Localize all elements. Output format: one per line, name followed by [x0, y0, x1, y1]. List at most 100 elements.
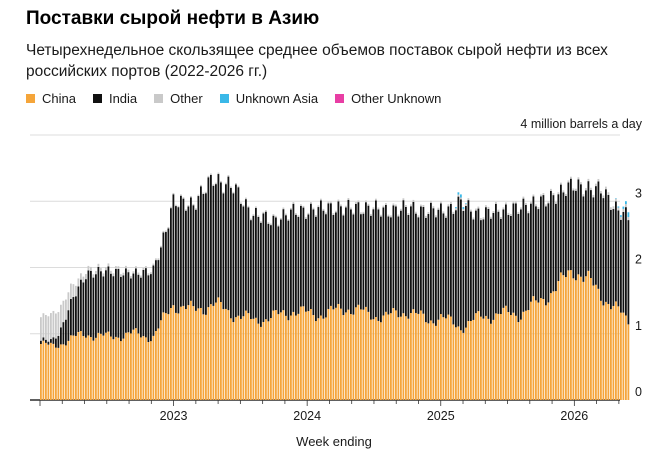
bar-segment-india	[127, 272, 130, 333]
bar-segment-other	[130, 276, 132, 279]
bar-segment-china	[157, 328, 160, 400]
bar-segment-china	[405, 316, 407, 400]
bar-segment-china	[450, 316, 452, 400]
bar-segment-other	[52, 310, 55, 338]
bar-segment-china	[262, 321, 265, 400]
bar-segment-china	[145, 337, 147, 400]
bar-segment-other	[570, 176, 572, 179]
bar-segment-china	[307, 311, 310, 400]
bar-segment-india	[87, 270, 90, 336]
bar-segment-china	[502, 307, 505, 400]
unit-label: 4 million barrels a day	[520, 117, 642, 131]
bar-segment-india	[410, 206, 412, 314]
bar-segment-india	[327, 203, 330, 309]
bar-segment-china	[292, 311, 295, 400]
bar-segment-india	[365, 202, 367, 307]
y-tick-label: 1	[635, 319, 642, 333]
bar-segment-other	[155, 258, 157, 261]
bar-segment-other	[597, 178, 600, 182]
bar-segment-india	[290, 209, 292, 316]
bar-segment-china	[147, 341, 150, 400]
bar-segment-other	[547, 201, 550, 204]
bar-segment-india	[165, 232, 167, 314]
bar-segment-unknown-asia	[622, 206, 625, 209]
bar-segment-china	[200, 307, 202, 400]
bar-segment-india	[235, 184, 237, 318]
bar-segment-other	[210, 173, 212, 175]
bar-segment-india	[572, 190, 575, 279]
bar-segment-india	[610, 210, 612, 310]
bar-segment-india	[245, 199, 247, 311]
bar-segment-other	[280, 217, 282, 220]
bar-segment-other	[577, 177, 580, 180]
bar-segment-india	[270, 225, 272, 319]
legend-label-china: China	[42, 91, 76, 106]
bar-segment-india	[325, 214, 327, 318]
bar-segment-india	[515, 203, 517, 316]
bar-segment-other	[510, 213, 512, 216]
bar-segment-china	[575, 280, 577, 400]
bar-segment-other	[402, 198, 405, 201]
bar-segment-india	[450, 203, 452, 317]
legend: China India Other Unknown Asia Other Unk…	[26, 91, 458, 106]
bar-segment-china	[257, 323, 260, 400]
bar-segment-china	[577, 274, 580, 400]
bar-segment-other	[552, 193, 555, 196]
bar-segment-china	[560, 272, 562, 400]
bar-segment-india	[160, 247, 162, 321]
bar-segment-china	[370, 319, 372, 400]
bar-segment-other	[255, 206, 257, 208]
bar-segment-india	[147, 275, 150, 342]
x-tick-label: 2024	[293, 409, 321, 423]
bar-segment-china	[445, 318, 447, 400]
bar-segment-china	[182, 305, 185, 400]
bar-segment-other	[532, 194, 535, 197]
bar-segment-china	[112, 339, 115, 400]
bar-segment-india	[242, 206, 245, 317]
bar-segment-india	[562, 192, 565, 276]
bar-segment-india	[447, 206, 450, 315]
bar-segment-china	[330, 305, 332, 400]
bar-segment-other	[372, 207, 375, 210]
bar-segment-india	[112, 276, 115, 340]
y-tick-label: 3	[635, 186, 642, 200]
bar-segment-china	[507, 312, 510, 400]
bar-segment-other	[47, 316, 50, 342]
bar-segment-other	[77, 278, 80, 287]
bar-segment-india	[140, 277, 142, 338]
bar-segment-china	[467, 321, 470, 400]
bar-segment-other	[335, 210, 337, 213]
bar-segment-india	[352, 214, 355, 315]
bar-segment-other	[435, 215, 437, 218]
bar-segment-china	[380, 322, 382, 400]
bar-segment-india	[607, 194, 610, 304]
bar-segment-other	[330, 201, 332, 204]
bar-segment-china	[407, 318, 410, 400]
bar-segment-other	[297, 215, 300, 217]
bar-segment-other	[322, 208, 325, 211]
bar-segment-china	[607, 303, 610, 400]
bar-segment-china	[462, 332, 465, 400]
bar-segment-other	[537, 207, 540, 210]
bar-segment-other	[457, 194, 460, 197]
bar-segment-china	[585, 276, 587, 400]
x-tick-label: 2023	[160, 409, 188, 423]
bar-segment-other	[207, 175, 210, 178]
bar-segment-other	[390, 215, 392, 218]
bar-segment-india	[190, 197, 192, 301]
bar-segment-china	[210, 304, 212, 400]
bar-segment-china	[432, 323, 435, 400]
bar-segment-china	[135, 328, 137, 400]
bar-segment-other	[55, 313, 57, 339]
bar-segment-china	[597, 288, 600, 400]
bar-segment-other	[362, 211, 365, 214]
bar-segment-china	[205, 314, 207, 400]
bar-segment-china	[535, 300, 537, 400]
bar-segment-china	[372, 319, 375, 400]
bar-segment-other	[382, 205, 385, 208]
bar-segment-other	[497, 209, 500, 212]
bar-segment-china	[345, 312, 347, 400]
bar-segment-china	[137, 333, 140, 400]
bar-segment-other	[177, 205, 180, 208]
bar-segment-china	[610, 309, 612, 400]
